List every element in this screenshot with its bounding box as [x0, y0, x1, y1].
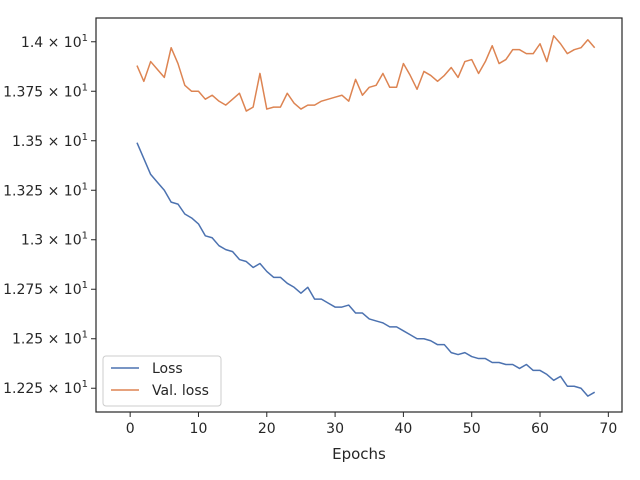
y-tick-label: 1.25 × 101: [12, 330, 88, 348]
series-line-val-loss: [136, 35, 596, 112]
legend: Loss Val. loss: [102, 355, 222, 407]
x-tick-label: 30: [326, 421, 344, 437]
x-tick-label: 10: [190, 421, 208, 437]
y-tick-label: 1.35 × 101: [12, 132, 88, 150]
series-layer: [136, 35, 596, 397]
x-tick-label: 70: [599, 421, 617, 437]
legend-label-loss: Loss: [152, 361, 183, 377]
series-line-loss: [136, 142, 596, 397]
y-tick-label: 1.325 × 101: [3, 181, 88, 199]
y-tick-label: 1.225 × 101: [3, 379, 88, 397]
y-tick-label: 1.375 × 101: [3, 82, 88, 100]
y-axis: 1.225 × 101 1.25 × 101 1.275 × 101 1.3 × 10…: [3, 33, 96, 397]
plot-background: [96, 18, 622, 412]
axes-frame: [95, 17, 623, 413]
x-tick-label: 50: [463, 421, 481, 437]
y-tick-label: 1.3 × 101: [21, 231, 88, 249]
x-axis: 0 10 20 30 40 50 60 70: [126, 412, 617, 437]
x-tick-label: 40: [394, 421, 412, 437]
x-axis-label: Epochs: [332, 445, 386, 463]
x-tick-label: 20: [258, 421, 276, 437]
x-tick-label: 0: [126, 421, 135, 437]
x-tick-label: 60: [531, 421, 549, 437]
y-tick-label: 1.275 × 101: [3, 280, 88, 298]
legend-label-val-loss: Val. loss: [152, 383, 209, 399]
y-tick-label: 1.4 × 101: [21, 33, 88, 51]
